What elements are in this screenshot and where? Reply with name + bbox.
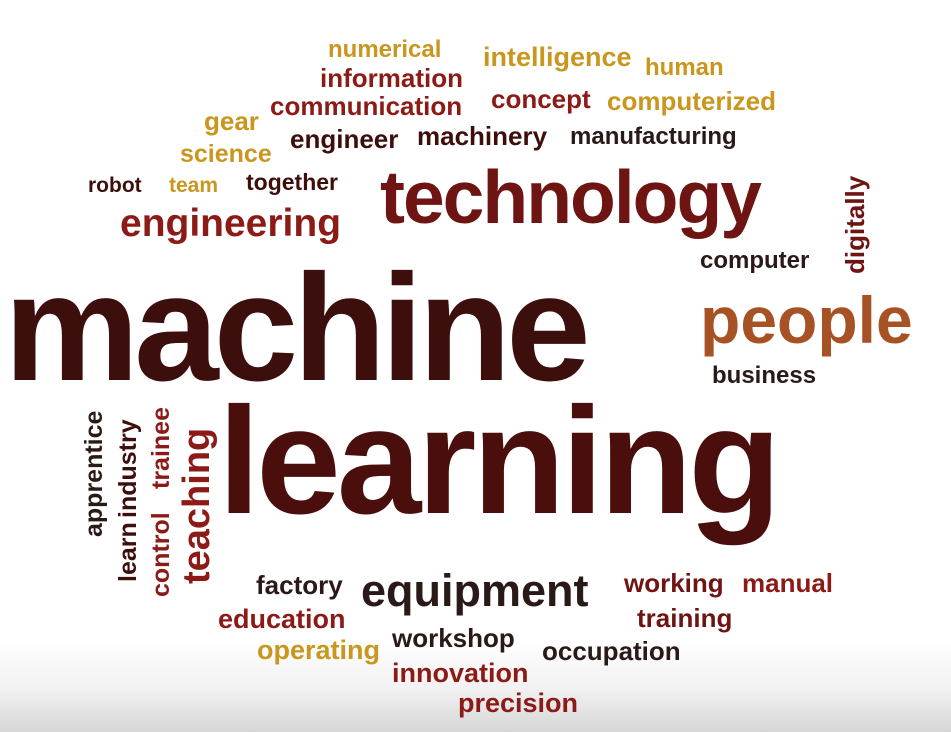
word-technology: technology	[380, 155, 762, 239]
word-intelligence: intelligence	[483, 42, 632, 72]
word-industry: industry	[114, 419, 142, 518]
word-operating: operating	[257, 635, 381, 665]
word-learning: learning	[218, 376, 781, 546]
word-gear: gear	[204, 106, 259, 136]
word-control: control	[147, 512, 175, 597]
word-team: team	[169, 174, 219, 197]
word-engineering: engineering	[120, 202, 342, 245]
word-business: business	[712, 362, 817, 389]
word-precision: precision	[458, 688, 579, 718]
word-together: together	[246, 169, 338, 195]
word-factory: factory	[256, 570, 343, 600]
word-computer: computer	[700, 247, 810, 274]
word-working: working	[624, 568, 724, 598]
word-information: information	[320, 63, 463, 93]
word-machine: machine	[4, 243, 591, 413]
word-engineer: engineer	[290, 124, 399, 154]
word-innovation: innovation	[392, 658, 529, 688]
word-training: training	[637, 603, 733, 633]
word-computerized: computerized	[607, 86, 777, 116]
word-science: science	[180, 140, 272, 168]
word-apprentice: apprentice	[80, 410, 108, 537]
word-people: people	[700, 283, 913, 357]
word-communication: communication	[270, 91, 463, 121]
word-human: human	[645, 54, 724, 81]
word-workshop: workshop	[392, 623, 515, 653]
word-manual: manual	[742, 568, 834, 598]
word-machinery: machinery	[417, 121, 548, 151]
word-teaching: teaching	[176, 427, 218, 584]
word-digitally: digitally	[840, 175, 870, 274]
word-trainee: trainee	[147, 407, 175, 489]
word-numerical: numerical	[328, 36, 442, 63]
word-learn: learn	[114, 522, 142, 582]
word-manufacturing: manufacturing	[570, 123, 737, 150]
word-concept: concept	[491, 84, 591, 114]
word-robot: robot	[88, 174, 142, 197]
word-education: education	[218, 604, 346, 634]
word-equipment: equipment	[361, 565, 589, 616]
word-occupation: occupation	[542, 636, 681, 666]
